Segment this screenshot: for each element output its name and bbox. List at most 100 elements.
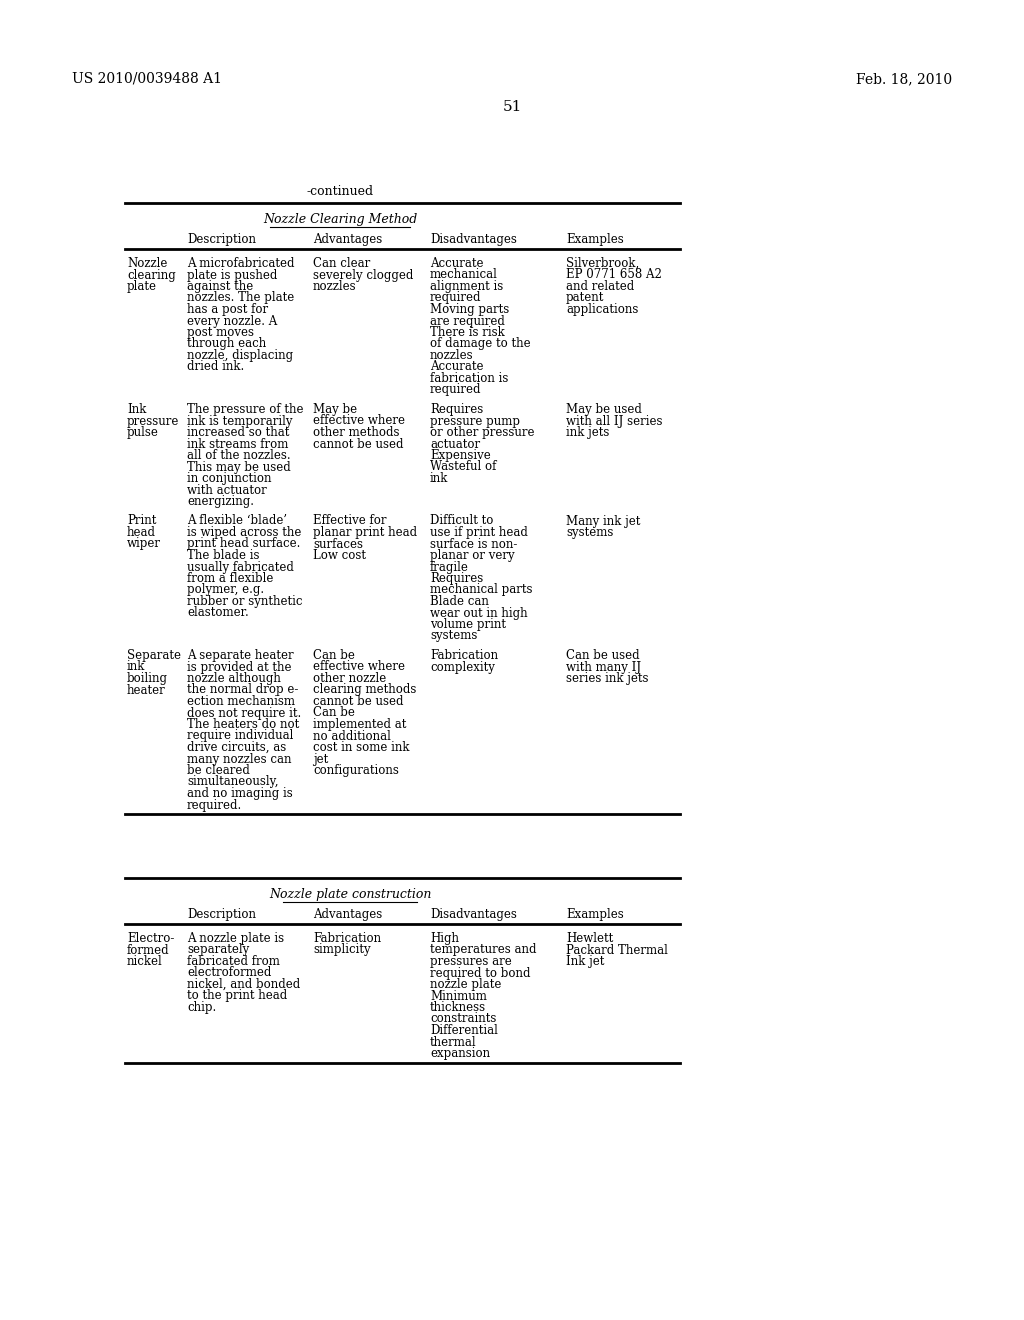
Text: the normal drop e-: the normal drop e- (187, 684, 298, 697)
Text: Wasteful of: Wasteful of (430, 461, 497, 474)
Text: Effective for: Effective for (313, 515, 386, 528)
Text: planar or very: planar or very (430, 549, 515, 562)
Text: other nozzle: other nozzle (313, 672, 386, 685)
Text: jet: jet (313, 752, 329, 766)
Text: pulse: pulse (127, 426, 159, 440)
Text: fragile: fragile (430, 561, 469, 573)
Text: cannot be used: cannot be used (313, 696, 403, 708)
Text: Blade can: Blade can (430, 595, 488, 609)
Text: Disadvantages: Disadvantages (430, 908, 517, 921)
Text: print head surface.: print head surface. (187, 537, 300, 550)
Text: and no imaging is: and no imaging is (187, 787, 293, 800)
Text: nozzles: nozzles (313, 280, 356, 293)
Text: is wiped across the: is wiped across the (187, 525, 301, 539)
Text: with actuator: with actuator (187, 483, 266, 496)
Text: Difficult to: Difficult to (430, 515, 494, 528)
Text: usually fabricated: usually fabricated (187, 561, 294, 573)
Text: Accurate: Accurate (430, 257, 483, 271)
Text: nozzle plate: nozzle plate (430, 978, 502, 991)
Text: May be used: May be used (566, 403, 642, 416)
Text: pressures are: pressures are (430, 954, 512, 968)
Text: every nozzle. A: every nozzle. A (187, 314, 278, 327)
Text: severely clogged: severely clogged (313, 268, 414, 281)
Text: Many ink jet: Many ink jet (566, 515, 640, 528)
Text: required: required (430, 292, 481, 305)
Text: required.: required. (187, 799, 243, 812)
Text: Can clear: Can clear (313, 257, 371, 271)
Text: fabricated from: fabricated from (187, 954, 280, 968)
Text: Disadvantages: Disadvantages (430, 234, 517, 246)
Text: with all IJ series: with all IJ series (566, 414, 663, 428)
Text: and related: and related (566, 280, 634, 293)
Text: pressure: pressure (127, 414, 179, 428)
Text: energizing.: energizing. (187, 495, 254, 508)
Text: configurations: configurations (313, 764, 399, 777)
Text: series ink jets: series ink jets (566, 672, 648, 685)
Text: expansion: expansion (430, 1047, 490, 1060)
Text: does not require it.: does not require it. (187, 706, 301, 719)
Text: ection mechanism: ection mechanism (187, 696, 295, 708)
Text: Packard Thermal: Packard Thermal (566, 944, 668, 957)
Text: many nozzles can: many nozzles can (187, 752, 292, 766)
Text: systems: systems (430, 630, 477, 643)
Text: Nozzle plate construction: Nozzle plate construction (269, 888, 431, 902)
Text: constraints: constraints (430, 1012, 497, 1026)
Text: clearing methods: clearing methods (313, 684, 417, 697)
Text: nozzle, displacing: nozzle, displacing (187, 348, 293, 362)
Text: Minimum: Minimum (430, 990, 486, 1002)
Text: plate is pushed: plate is pushed (187, 268, 278, 281)
Text: required: required (430, 384, 481, 396)
Text: A separate heater: A separate heater (187, 649, 294, 663)
Text: chip.: chip. (187, 1001, 216, 1014)
Text: Differential: Differential (430, 1024, 498, 1038)
Text: from a flexible: from a flexible (187, 572, 273, 585)
Text: The blade is: The blade is (187, 549, 259, 562)
Text: actuator: actuator (430, 437, 480, 450)
Text: Requires: Requires (430, 403, 483, 416)
Text: use if print head: use if print head (430, 525, 528, 539)
Text: Moving parts: Moving parts (430, 304, 509, 315)
Text: alignment is: alignment is (430, 280, 503, 293)
Text: separately: separately (187, 944, 249, 957)
Text: complexity: complexity (430, 660, 495, 673)
Text: in conjunction: in conjunction (187, 473, 271, 484)
Text: US 2010/0039488 A1: US 2010/0039488 A1 (72, 73, 222, 86)
Text: cannot be used: cannot be used (313, 437, 403, 450)
Text: wiper: wiper (127, 537, 161, 550)
Text: boiling: boiling (127, 672, 168, 685)
Text: clearing: clearing (127, 268, 176, 281)
Text: Fabrication: Fabrication (430, 649, 498, 663)
Text: nozzles. The plate: nozzles. The plate (187, 292, 294, 305)
Text: Requires: Requires (430, 572, 483, 585)
Text: with many IJ: with many IJ (566, 660, 641, 673)
Text: elastomer.: elastomer. (187, 606, 249, 619)
Text: volume print: volume print (430, 618, 506, 631)
Text: plate: plate (127, 280, 157, 293)
Text: The pressure of the: The pressure of the (187, 403, 303, 416)
Text: temperatures and: temperatures and (430, 944, 537, 957)
Text: thermal: thermal (430, 1035, 476, 1048)
Text: nozzles: nozzles (430, 348, 474, 362)
Text: nickel: nickel (127, 954, 163, 968)
Text: EP 0771 658 A2: EP 0771 658 A2 (566, 268, 662, 281)
Text: head: head (127, 525, 156, 539)
Text: are required: are required (430, 314, 505, 327)
Text: simultaneously,: simultaneously, (187, 776, 279, 788)
Text: pressure pump: pressure pump (430, 414, 520, 428)
Text: systems: systems (566, 525, 613, 539)
Text: has a post for: has a post for (187, 304, 268, 315)
Text: required to bond: required to bond (430, 966, 530, 979)
Text: patent: patent (566, 292, 604, 305)
Text: Silverbrook,: Silverbrook, (566, 257, 639, 271)
Text: Nozzle Clearing Method: Nozzle Clearing Method (263, 213, 417, 226)
Text: dried ink.: dried ink. (187, 360, 245, 374)
Text: mechanical parts: mechanical parts (430, 583, 532, 597)
Text: implemented at: implemented at (313, 718, 407, 731)
Text: ink is temporarily: ink is temporarily (187, 414, 293, 428)
Text: There is risk: There is risk (430, 326, 505, 339)
Text: be cleared: be cleared (187, 764, 250, 777)
Text: fabrication is: fabrication is (430, 372, 508, 385)
Text: Print: Print (127, 515, 157, 528)
Text: all of the nozzles.: all of the nozzles. (187, 449, 291, 462)
Text: drive circuits, as: drive circuits, as (187, 741, 287, 754)
